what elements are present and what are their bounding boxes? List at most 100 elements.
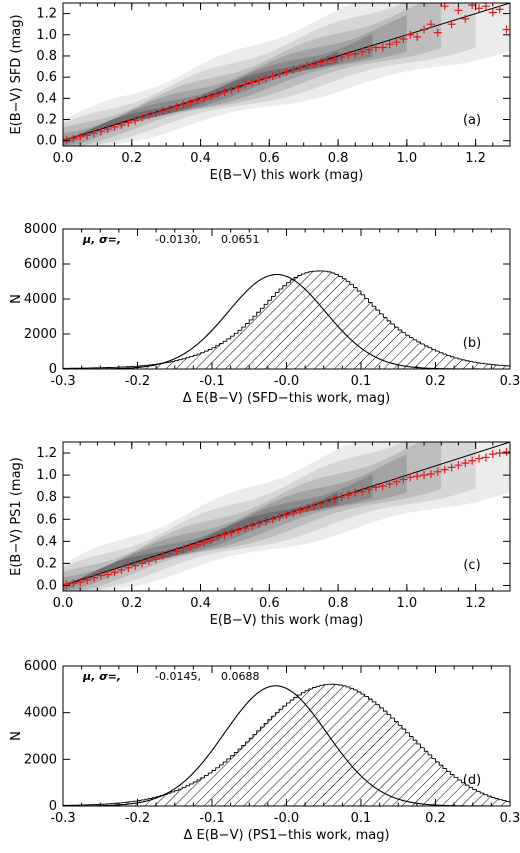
histogram-bin [256,730,261,735]
histogram-bin [461,358,466,361]
data-point [399,475,408,484]
data-point [193,96,202,105]
data-point [358,47,367,56]
y-tick-label: 1.0 [36,468,57,483]
x-tick-label: 1.0 [397,596,418,611]
data-point [213,532,222,541]
histogram-bin [464,782,470,786]
histogram-bin [327,271,332,273]
histogram-bin [368,696,373,700]
histogram-bin [274,292,280,297]
x-tick-label: 0.2 [121,596,142,611]
x-tick-label: 0.1 [351,811,372,826]
histogram-bin [245,323,250,328]
scatter-panel-(c): 0.0 0.2 0.4 0.6 0.8 1.0 1.2 0.0 0.2 0.4 0.6 0.8 1.0 1… [9,441,511,628]
histogram-bin [178,788,183,791]
histogram-bin [219,343,224,346]
histogram-bin [330,271,335,274]
data-point [172,547,181,556]
data-point [131,116,140,125]
histogram-bin [461,780,466,784]
histogram-bin [338,274,343,277]
histogram-bin [230,335,235,339]
data-point [179,100,188,109]
histogram-bin [200,352,205,355]
histogram-bin [401,725,406,730]
histogram-bin [449,771,455,775]
histogram-bin [368,298,373,303]
data-point [426,470,435,479]
data-point [371,483,380,492]
data-point [481,3,490,11]
x-tick-label: 0.0 [53,596,74,611]
x-axis-title: Δ E(B−V) (SFD−this work, mag) [183,391,390,406]
data-point [371,43,380,52]
data-point [420,25,429,34]
scatter-panel-(a): 0.0 0.2 0.4 0.6 0.8 1.0 1.2 0.0 0.2 0.4 0.6 0.8 1.0 1… [9,2,511,183]
data-point [433,28,442,37]
histogram-bin [241,326,246,331]
histogram-bin [259,307,265,313]
histogram-bin [438,761,443,766]
y-tick-label: 0.6 [36,512,57,527]
x-tick-label: 1.2 [465,151,486,166]
histogram-bin [226,758,231,763]
histogram-bin [300,692,306,695]
histogram-bin [394,324,399,328]
histogram-bin [457,357,462,360]
histogram-bin [338,684,343,686]
histogram-bin [468,360,473,362]
data-point [179,545,188,554]
histogram-bin [483,793,488,796]
histogram-bin [394,718,399,723]
data-point [110,122,119,131]
histogram-bin [379,310,384,315]
data-point [241,524,250,533]
histogram-bin [245,741,250,746]
histogram-panel-(d): μ, σ=, -0.0145, 0.0688 -0.3 -0.2 -0.1 -0.0 0.1 0… [9,659,520,843]
histogram-bin [442,352,447,355]
data-point [103,125,112,134]
data-point [213,90,222,99]
histogram-content [63,683,510,806]
x-tick-label: -0.2 [125,374,150,389]
density-contours [63,442,510,591]
data-point [337,493,346,502]
histogram-bin [189,783,194,786]
histogram-bin [405,332,410,336]
histogram-bin [274,712,280,717]
data-point [475,4,484,13]
data-point [351,49,360,58]
histogram-bin [308,271,313,273]
x-axis-title: E(B−V) this work (mag) [210,168,364,183]
data-point [385,40,394,49]
data-point [502,25,510,34]
histogram-bin [341,684,347,687]
stats-mu: -0.0130, [155,233,201,246]
data-point [76,132,85,141]
x-tick-label: -0.3 [50,374,75,389]
data-point [495,5,504,14]
histogram-bin [360,291,365,296]
histogram-bin [438,351,443,354]
histogram-bin [230,755,235,759]
data-point [117,120,126,129]
histogram-bin [319,684,324,687]
histogram-bin [256,311,261,317]
x-tick-label: -0.0 [274,811,299,826]
histogram-bin [293,277,298,280]
data-point [124,563,133,572]
histogram-bin [226,338,231,342]
data-point [440,3,449,11]
histogram-bin [453,356,458,359]
data-point [310,60,319,69]
data-point [268,72,277,81]
histogram-bin [174,360,179,362]
histogram-bin [215,345,220,348]
histogram-bin [63,804,67,806]
histogram-bin [207,772,212,776]
data-point [337,53,346,62]
x-tick-label: 0.8 [328,596,349,611]
histogram-bin [271,295,276,301]
x-axis-title: E(B−V) this work (mag) [210,613,364,628]
